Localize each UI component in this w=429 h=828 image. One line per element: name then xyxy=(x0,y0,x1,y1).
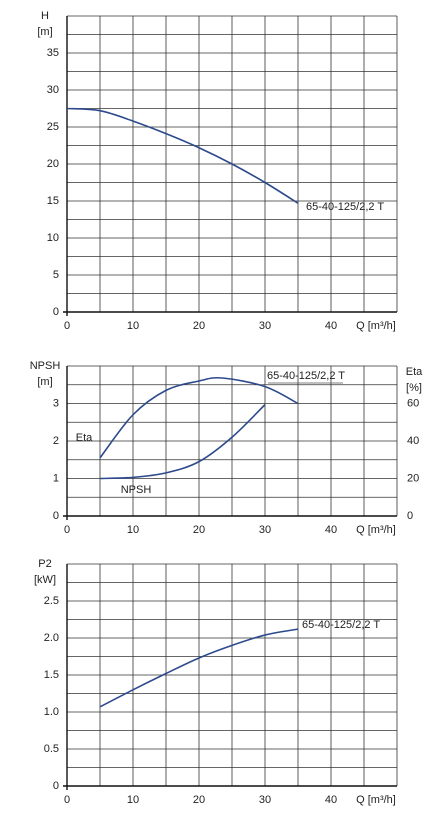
x-axis-label: Q [m³/h] xyxy=(356,794,396,806)
y-tick-label: 35 xyxy=(47,47,59,59)
y-axis-label: H xyxy=(41,10,49,22)
y-tick-label: 30 xyxy=(47,84,59,96)
y-tick-label: 10 xyxy=(47,232,59,244)
y-tick-label: 1.0 xyxy=(44,706,59,718)
x-tick-label: 20 xyxy=(193,524,205,536)
y-tick-label: 15 xyxy=(47,195,59,207)
y-tick-label: 2.5 xyxy=(44,595,59,607)
x-tick-label: 10 xyxy=(127,794,139,806)
y-tick-label: 0 xyxy=(53,306,59,318)
x-tick-label: 20 xyxy=(193,320,205,332)
x-tick-label: 30 xyxy=(259,320,271,332)
y-axis-label: P2 xyxy=(38,558,51,570)
y-tick-label: 1 xyxy=(53,472,59,484)
y-tick-label: 20 xyxy=(47,158,59,170)
y-axis-label: NPSH xyxy=(30,360,61,372)
x-tick-label: 20 xyxy=(193,794,205,806)
y-tick-label: 0 xyxy=(53,510,59,522)
y-tick-label: 2 xyxy=(53,435,59,447)
x-tick-label: 30 xyxy=(259,794,271,806)
x-tick-label: 30 xyxy=(259,524,271,536)
x-axis-label: Q [m³/h] xyxy=(356,320,396,332)
x-tick-label: 10 xyxy=(127,320,139,332)
curve xyxy=(99,628,299,708)
curve xyxy=(99,404,266,480)
series-label: Eta xyxy=(76,432,93,444)
series-label: 65-40-125/2,2 T xyxy=(302,619,380,631)
y-axis-unit: [m] xyxy=(37,26,52,38)
x-tick-label: 40 xyxy=(325,320,337,332)
x-tick-label: 40 xyxy=(325,524,337,536)
x-tick-label: 0 xyxy=(64,320,70,332)
y-tick-label: 2.0 xyxy=(44,632,59,644)
x-tick-label: 10 xyxy=(127,524,139,536)
annotation: 65-40-125/2,2 T xyxy=(267,370,345,382)
y2-tick-label: 40 xyxy=(407,435,419,447)
series-label: NPSH xyxy=(121,484,152,496)
curve xyxy=(99,376,299,459)
y-axis-unit: [m] xyxy=(37,376,52,388)
series-label: 65-40-125/2,2 T xyxy=(306,201,384,213)
y-tick-label: 0.5 xyxy=(44,743,59,755)
x-tick-label: 0 xyxy=(64,524,70,536)
y2-axis-unit: [%] xyxy=(406,382,422,394)
x-tick-label: 0 xyxy=(64,794,70,806)
y-tick-label: 3 xyxy=(53,397,59,409)
y2-tick-label: 60 xyxy=(407,397,419,409)
y-tick-label: 1.5 xyxy=(44,669,59,681)
y2-tick-label: 0 xyxy=(407,510,413,522)
y2-tick-label: 20 xyxy=(407,472,419,484)
y-tick-label: 25 xyxy=(47,121,59,133)
y-tick-label: 5 xyxy=(53,269,59,281)
curve xyxy=(66,107,299,204)
x-axis-label: Q [m³/h] xyxy=(356,524,396,536)
y-tick-label: 0 xyxy=(53,780,59,792)
y-axis-unit: [kW] xyxy=(34,574,56,586)
y2-axis-label: Eta xyxy=(406,366,423,378)
x-tick-label: 40 xyxy=(325,794,337,806)
